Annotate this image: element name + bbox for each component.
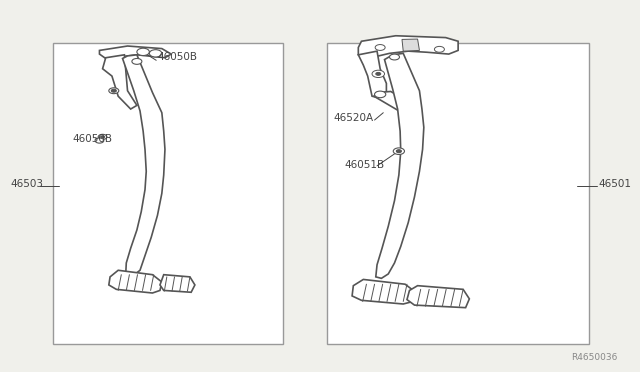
Text: 46501: 46501	[598, 179, 632, 189]
Polygon shape	[160, 275, 195, 292]
Circle shape	[132, 58, 142, 64]
Circle shape	[100, 136, 104, 138]
Bar	[52, 43, 284, 344]
Circle shape	[375, 45, 385, 51]
Text: R4650036: R4650036	[571, 353, 617, 362]
Circle shape	[137, 48, 149, 55]
Circle shape	[109, 88, 119, 94]
Circle shape	[98, 134, 107, 140]
Polygon shape	[102, 55, 137, 109]
Text: 46051B: 46051B	[344, 160, 385, 170]
Circle shape	[374, 91, 386, 98]
Text: 46520A: 46520A	[333, 113, 374, 123]
Circle shape	[390, 54, 399, 60]
Circle shape	[111, 89, 116, 92]
Circle shape	[372, 70, 385, 77]
Circle shape	[435, 46, 444, 52]
Text: 46050B: 46050B	[157, 52, 198, 62]
Bar	[327, 43, 589, 344]
Polygon shape	[122, 55, 165, 276]
Polygon shape	[374, 92, 415, 113]
Polygon shape	[402, 39, 419, 51]
Polygon shape	[99, 46, 171, 58]
Text: 46050B: 46050B	[72, 134, 113, 144]
Polygon shape	[352, 279, 416, 304]
Polygon shape	[358, 36, 458, 58]
Polygon shape	[358, 51, 387, 98]
Polygon shape	[376, 53, 424, 278]
Polygon shape	[407, 286, 469, 308]
Circle shape	[376, 73, 381, 76]
Circle shape	[396, 150, 401, 153]
Circle shape	[95, 138, 104, 143]
Circle shape	[149, 50, 162, 57]
Text: 46503: 46503	[10, 179, 44, 189]
Polygon shape	[109, 270, 162, 293]
Circle shape	[393, 148, 404, 154]
